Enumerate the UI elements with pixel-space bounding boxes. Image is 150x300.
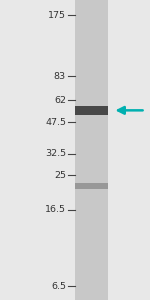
Text: 16.5: 16.5 xyxy=(45,205,66,214)
Bar xyxy=(75,106,108,116)
Text: 83: 83 xyxy=(54,72,66,81)
Text: 25: 25 xyxy=(54,171,66,180)
Text: 175: 175 xyxy=(48,11,66,20)
Text: 32.5: 32.5 xyxy=(45,149,66,158)
Bar xyxy=(75,0,108,300)
Text: 62: 62 xyxy=(54,96,66,105)
Text: 47.5: 47.5 xyxy=(45,118,66,127)
Bar xyxy=(75,183,108,189)
Text: 6.5: 6.5 xyxy=(51,282,66,291)
